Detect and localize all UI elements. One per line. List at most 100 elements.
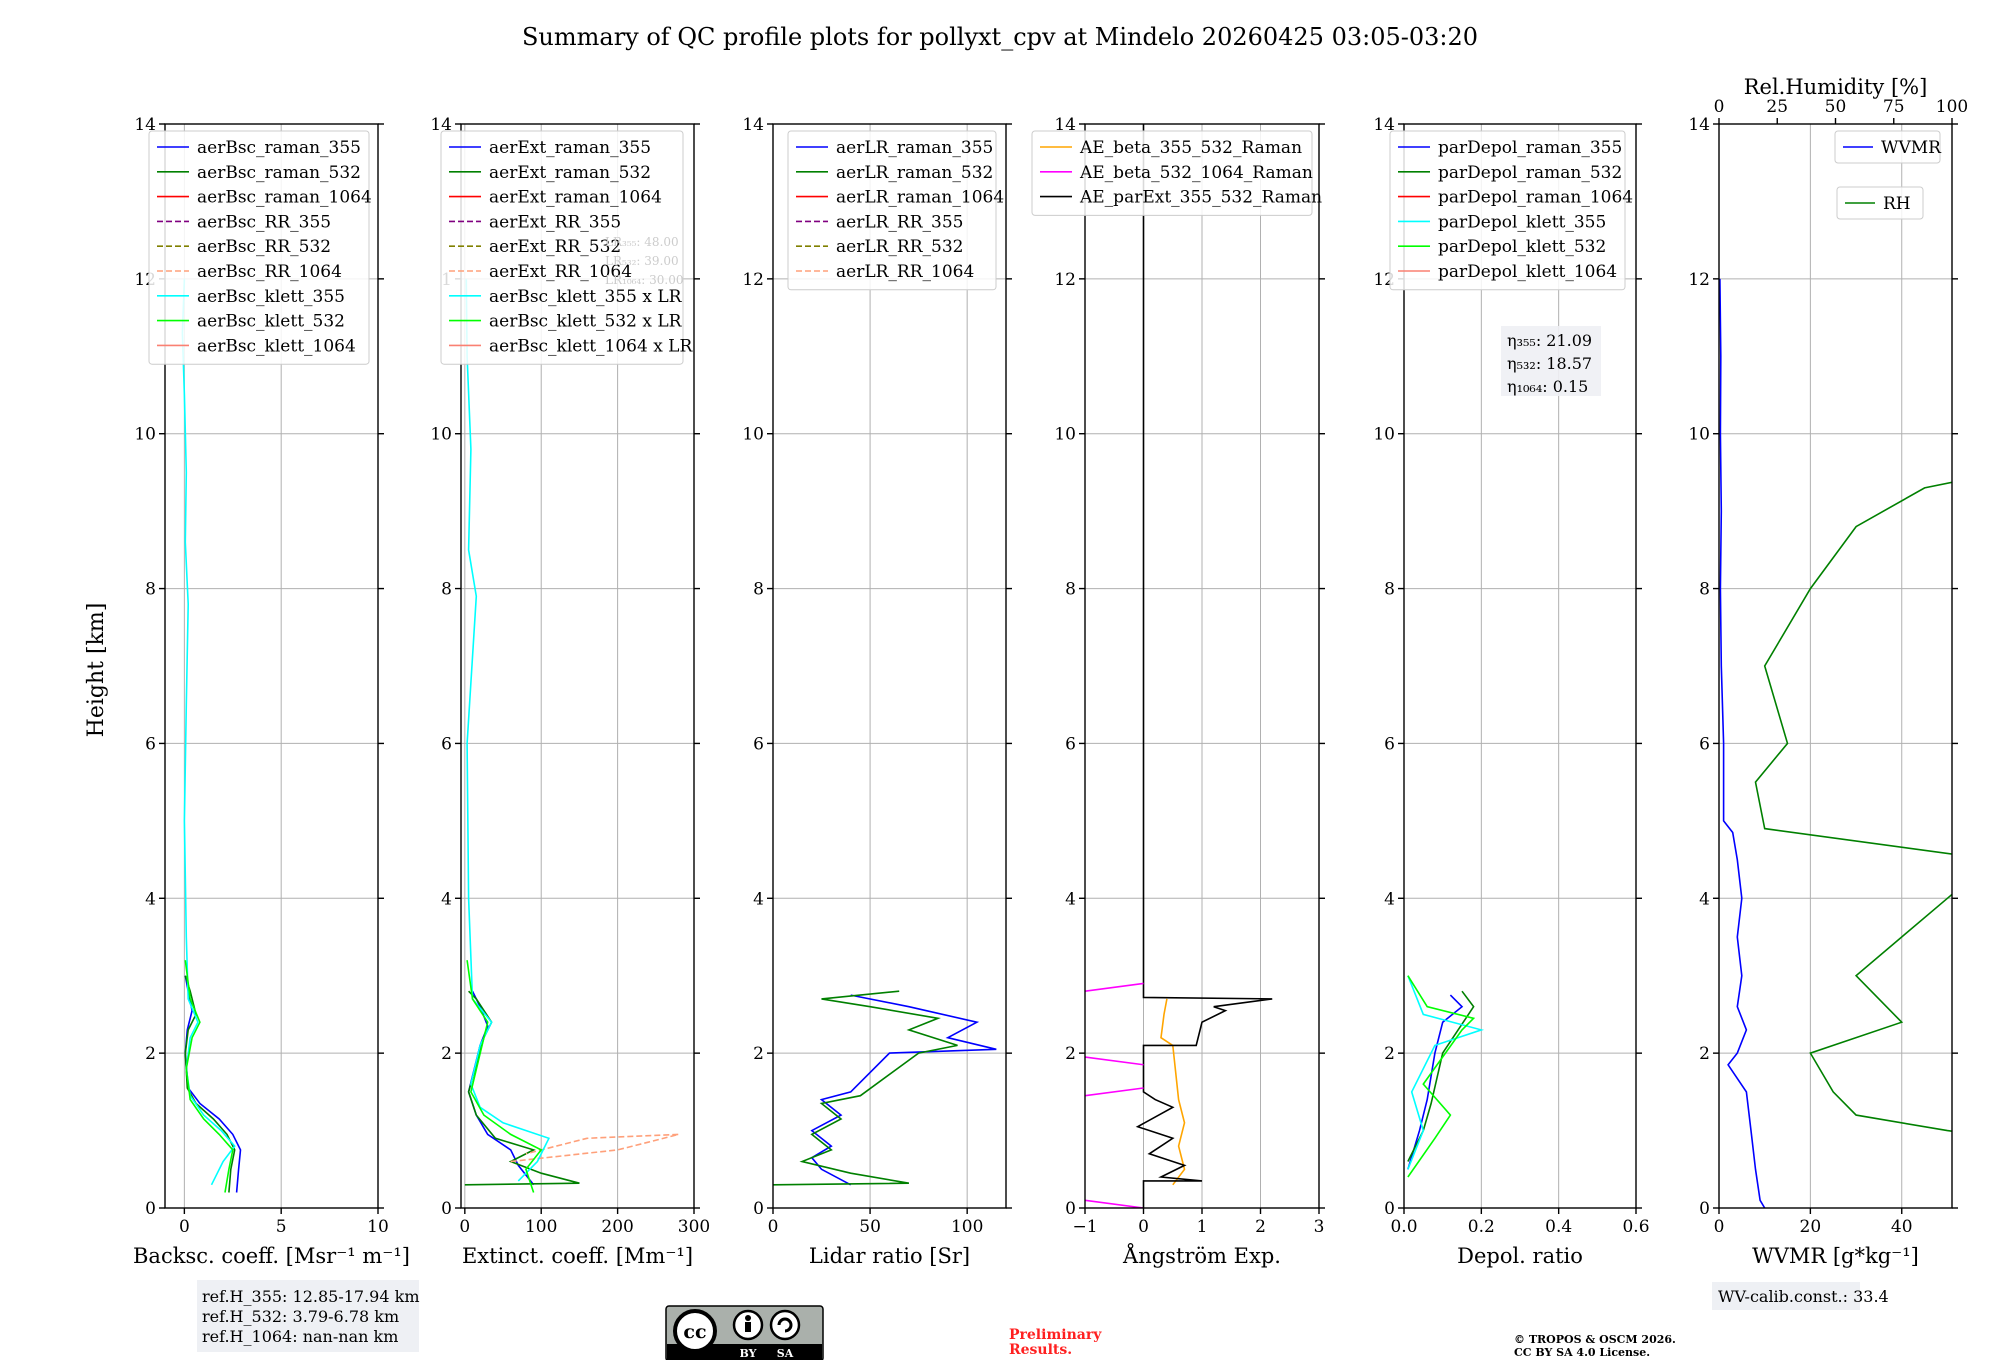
panel-ext: 02468101140100200300Extinct. coeff. [Mm⁻… xyxy=(430,115,710,1268)
x-tick-label: 100 xyxy=(951,1217,983,1237)
y-tick-label: 14 xyxy=(1688,115,1710,135)
series-line-aerExt_raman_355 xyxy=(467,990,535,1186)
y-tick-label: 4 xyxy=(1699,889,1710,909)
series-line-aerLR_raman_532 xyxy=(773,990,958,1186)
sa-label: SA xyxy=(777,1347,794,1360)
legend-label: aerExt_RR_355 xyxy=(489,212,621,232)
x-tick-label: 40 xyxy=(1891,1217,1913,1237)
legend-box xyxy=(1031,130,1313,216)
y-tick-label: 2 xyxy=(145,1044,156,1064)
x-tick-label: 2 xyxy=(1255,1217,1266,1237)
y-tick-label: 12 xyxy=(1688,270,1710,290)
series-group xyxy=(464,278,679,1193)
legend-label: parDepol_raman_1064 xyxy=(1438,188,1633,208)
y-tick-label: 6 xyxy=(1699,734,1710,754)
series-segment-AE_beta_532_1064_Raman xyxy=(1085,1056,1144,1066)
y-tick-label: 14 xyxy=(430,115,452,135)
refh-info-background xyxy=(197,1280,419,1352)
legend-label: aerBsc_raman_532 xyxy=(197,163,361,183)
y-tick-label: 12 xyxy=(742,270,764,290)
y-tick-label: 6 xyxy=(441,734,452,754)
x-tick-label: 1 xyxy=(1197,1217,1208,1237)
by-label: BY xyxy=(740,1347,757,1360)
legend-box xyxy=(440,130,684,365)
copyright-line-1: © TROPOS & OSCM 2026. xyxy=(1514,1333,1676,1346)
x-tick-label: 0.2 xyxy=(1468,1217,1495,1237)
depol-annotation-box xyxy=(1501,326,1601,396)
series-group xyxy=(1407,975,1485,1178)
legend-label: aerExt_RR_532 xyxy=(489,237,621,257)
y-tick-label: 10 xyxy=(1688,425,1710,445)
legend-label: parDepol_klett_1064 xyxy=(1438,262,1617,282)
y-tick-label: 8 xyxy=(1699,580,1710,600)
refh-532: ref.H_532: 3.79-6.78 km xyxy=(202,1307,399,1326)
x-axis-label: Lidar ratio [Sr] xyxy=(809,1244,970,1268)
legend-label: aerBsc_RR_355 xyxy=(197,212,331,232)
x-axis-label: WVMR [g*kg⁻¹] xyxy=(1752,1244,1919,1268)
legend-label: aerBsc_raman_1064 xyxy=(197,188,372,208)
axis-frame xyxy=(164,123,379,1209)
y-tick-label: 10 xyxy=(430,425,452,445)
y-tick-label: 6 xyxy=(145,734,156,754)
series-line-aerBsc_klett_532 xyxy=(184,960,234,1193)
legend-label: aerExt_raman_532 xyxy=(489,163,651,183)
x-axis-label: Depol. ratio xyxy=(1457,1244,1583,1268)
legend-label: parDepol_klett_532 xyxy=(1438,237,1606,257)
legend-label: aerExt_raman_1064 xyxy=(489,188,662,208)
y-tick-label: 8 xyxy=(1384,580,1395,600)
legend-label: aerBsc_RR_532 xyxy=(197,237,331,257)
y-tick-label: 0 xyxy=(753,1199,764,1219)
y-tick-label: 14 xyxy=(1373,115,1395,135)
legend-label: AE_beta_355_532_Raman xyxy=(1079,138,1302,158)
series-line-aerLR_raman_355 xyxy=(810,994,997,1186)
panel-annotation: LR₅₃₂: 39.00 xyxy=(605,254,679,268)
x-tick-label: 0 xyxy=(1714,1217,1725,1237)
legend-label: WVMR xyxy=(1881,138,1942,158)
x-axis-label: Backsc. coeff. [Msr⁻¹ m⁻¹] xyxy=(133,1244,410,1268)
series-line-aerExt_RR_1064 xyxy=(510,1133,679,1163)
legend-label: aerLR_RR_355 xyxy=(836,212,963,232)
x-axis-label: Ångström Exp. xyxy=(1122,1243,1281,1268)
x-tick-label: 0 xyxy=(768,1217,779,1237)
legend-label: aerLR_raman_1064 xyxy=(836,188,1004,208)
y-tick-label: 10 xyxy=(1373,425,1395,445)
wv-calib-const: WV-calib.const.: 33.4 xyxy=(1718,1287,1889,1306)
legend-label: aerBsc_raman_355 xyxy=(197,138,361,158)
legend-box xyxy=(148,130,370,365)
y-tick-label: 6 xyxy=(1065,734,1076,754)
x-tick-label: 50 xyxy=(859,1217,881,1237)
axis-frame xyxy=(772,123,1007,1209)
legend-label: parDepol_raman_532 xyxy=(1438,163,1622,183)
y-tick-label: 0 xyxy=(1065,1199,1076,1219)
legend-label: aerBsc_klett_532 x LR xyxy=(489,312,683,332)
y-tick-label: 2 xyxy=(1384,1044,1395,1064)
y-tick-label: 6 xyxy=(753,734,764,754)
x-tick-label: 300 xyxy=(678,1217,710,1237)
y-tick-label: 8 xyxy=(1065,580,1076,600)
top-x-tick-label: 25 xyxy=(1766,97,1788,117)
series-line-AE_beta_355_532_Raman xyxy=(1160,998,1186,1186)
y-tick-label: 4 xyxy=(1065,889,1076,909)
series-group xyxy=(1719,278,1952,1208)
series-line-parDepol_raman_355 xyxy=(1407,994,1464,1170)
x-tick-label: 3 xyxy=(1314,1217,1325,1237)
series-line-AE_beta_532_1064_Raman xyxy=(1085,1199,1144,1208)
legend-label: parDepol_raman_355 xyxy=(1438,138,1622,158)
y-tick-label: 2 xyxy=(1699,1044,1710,1064)
y-tick-label: 12 xyxy=(1054,270,1076,290)
sa-icon xyxy=(769,1309,801,1341)
y-tick-label: 8 xyxy=(441,580,452,600)
x-tick-label: −1 xyxy=(1072,1217,1097,1237)
refh-info-box: ref.H_355: 12.85-17.94 km ref.H_532: 3.7… xyxy=(197,1280,420,1352)
x-tick-label: 5 xyxy=(276,1217,287,1237)
y-tick-label: 4 xyxy=(145,889,156,909)
axis-frame xyxy=(1403,123,1637,1209)
series-line-parDepol_klett_355 xyxy=(1407,975,1485,1170)
top-x-tick-label: 100 xyxy=(1936,97,1968,117)
y-tick-label: 14 xyxy=(134,115,156,135)
refh-1064: ref.H_1064: nan-nan km xyxy=(202,1327,398,1346)
legend-label: aerLR_RR_1064 xyxy=(836,262,974,282)
legend-label: aerLR_raman_532 xyxy=(836,163,993,183)
